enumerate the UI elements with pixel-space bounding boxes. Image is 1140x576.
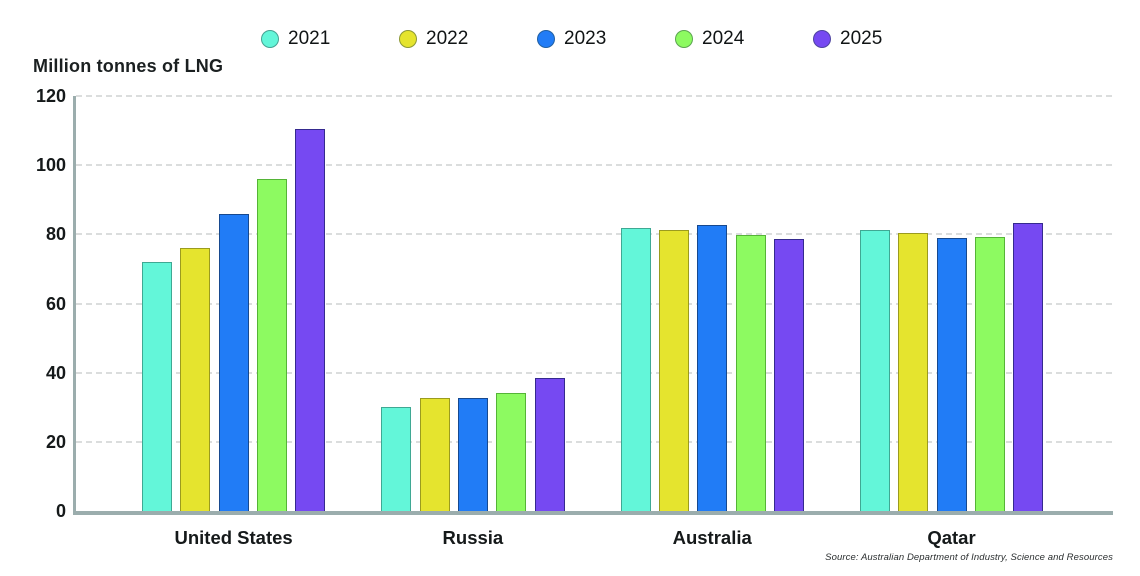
legend-label: 2021: [288, 28, 331, 49]
source-attribution: Source: Australian Department of Industr…: [825, 552, 1113, 563]
bar-qatar-2021: [859, 229, 890, 511]
bar-australia-2025: [773, 239, 804, 511]
x-label-united-states: United States: [174, 527, 293, 548]
bar-russia-2025: [534, 377, 565, 511]
gridline-20: [76, 440, 1112, 443]
y-tick-label-120: 120: [35, 86, 66, 106]
x-axis-line: [73, 511, 1113, 515]
legend-swatch-2024: [675, 30, 693, 48]
plot-area: [73, 95, 1113, 515]
bar-qatar-2023: [936, 237, 967, 511]
bar-russia-2022: [419, 397, 450, 511]
chart-title: Million tonnes of LNG: [33, 56, 224, 76]
y-tick-label-60: 60: [45, 293, 66, 314]
legend-item-2022: 2022: [399, 28, 537, 50]
legend-swatch-2022: [399, 30, 417, 48]
y-tick-label-40: 40: [45, 362, 66, 383]
bar-russia-2021: [381, 407, 412, 511]
legend-label: 2025: [840, 28, 883, 49]
y-tick-label-20: 20: [45, 431, 66, 452]
gridline-60: [76, 302, 1112, 305]
bar-australia-2023: [697, 225, 728, 511]
y-axis-line: [73, 96, 76, 514]
bar-united-states-2023: [218, 213, 249, 511]
legend-label: 2023: [564, 28, 607, 49]
legend-item-2021: 2021: [261, 28, 399, 50]
bar-qatar-2024: [974, 236, 1005, 511]
y-tick-label-80: 80: [45, 224, 66, 245]
bar-united-states-2024: [256, 179, 287, 511]
bar-qatar-2022: [898, 232, 929, 511]
y-tick-label-0: 0: [55, 501, 66, 521]
legend-item-2025: 2025: [813, 28, 951, 50]
bar-russia-2023: [457, 397, 488, 511]
gridline-80: [76, 233, 1112, 236]
legend-item-2024: 2024: [675, 28, 813, 50]
bar-russia-2024: [496, 393, 527, 511]
legend-swatch-2023: [537, 30, 555, 48]
legend-label: 2024: [702, 28, 745, 49]
gridline-120: [76, 95, 1112, 97]
gridline-40: [76, 371, 1112, 374]
x-label-qatar: Qatar: [927, 527, 976, 548]
x-label-australia: Australia: [672, 527, 752, 548]
bar-united-states-2022: [180, 248, 211, 511]
legend-item-2023: 2023: [537, 28, 675, 50]
bar-australia-2024: [735, 234, 766, 511]
gridline-100: [76, 164, 1112, 167]
bar-united-states-2025: [295, 128, 326, 511]
bar-australia-2022: [658, 229, 689, 511]
legend: 2021 2022 2023 2024 2025: [261, 28, 951, 50]
y-tick-label-100: 100: [35, 155, 66, 176]
bar-australia-2021: [620, 227, 651, 511]
legend-label: 2022: [426, 28, 469, 49]
bar-united-states-2021: [142, 262, 172, 511]
x-label-russia: Russia: [442, 527, 504, 548]
legend-swatch-2025: [813, 30, 831, 48]
legend-swatch-2021: [261, 30, 279, 48]
bar-qatar-2025: [1013, 222, 1044, 511]
